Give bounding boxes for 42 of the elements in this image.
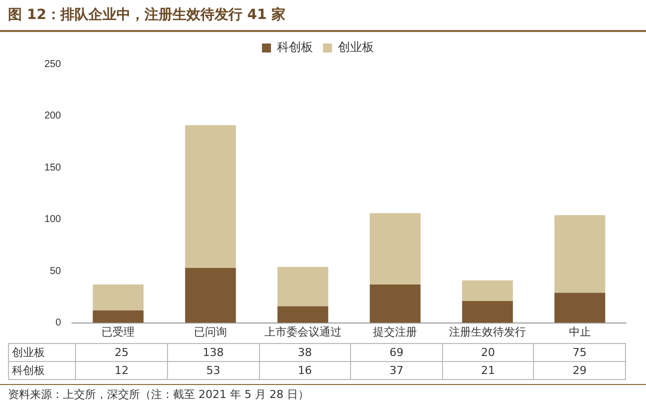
bar bbox=[370, 213, 421, 284]
data-label: 53 bbox=[167, 361, 260, 380]
chart-title: 图 12：排队企业中，注册生效待发行 41 家 bbox=[0, 0, 646, 32]
bar bbox=[554, 215, 606, 293]
x-tick-label: 已受理 bbox=[102, 325, 135, 338]
y-tick-label: 100 bbox=[44, 214, 62, 226]
y-tick-label: 250 bbox=[44, 58, 62, 70]
data-label: 20 bbox=[442, 343, 534, 362]
text: 资料来源：上交所，深交所（注：截至 2021 年 5 月 28 日） bbox=[0, 384, 646, 404]
legend-label: 创业板 bbox=[338, 40, 374, 54]
bar bbox=[462, 280, 513, 302]
bar bbox=[462, 301, 513, 323]
data-label: 25 bbox=[76, 343, 168, 362]
x-tick-label: 注册生效待发行 bbox=[449, 325, 526, 338]
bar bbox=[370, 284, 421, 323]
data-label: 29 bbox=[534, 361, 626, 380]
data-label: 138 bbox=[167, 343, 260, 362]
bar bbox=[92, 284, 144, 310]
text: 科创板 bbox=[12, 364, 45, 377]
x-tick-label: 上市委会议通过 bbox=[264, 325, 342, 338]
bar bbox=[185, 125, 236, 268]
y-tick-label: 0 bbox=[55, 318, 62, 329]
bar bbox=[554, 292, 606, 323]
x-tick-label: 中止 bbox=[568, 325, 591, 338]
data-label: 75 bbox=[534, 343, 626, 362]
y-tick-label: 200 bbox=[44, 110, 62, 122]
y-tick-label: 50 bbox=[50, 266, 62, 277]
bar bbox=[92, 310, 144, 323]
data-label: 12 bbox=[76, 361, 168, 380]
bar bbox=[277, 306, 328, 323]
y-tick-label: 150 bbox=[44, 162, 62, 174]
bar bbox=[185, 268, 236, 323]
x-tick-label: 已问询 bbox=[194, 326, 227, 338]
data-label: 38 bbox=[259, 343, 351, 362]
data-label: 37 bbox=[350, 361, 442, 380]
x-tick-label: 提交注册 bbox=[373, 325, 418, 338]
data-label: 21 bbox=[442, 361, 534, 380]
legend-label: 科创板 bbox=[277, 40, 313, 54]
text: 创业板 bbox=[12, 346, 45, 359]
bar bbox=[277, 266, 328, 306]
data-label: 69 bbox=[350, 343, 442, 362]
data-label: 16 bbox=[259, 361, 351, 380]
